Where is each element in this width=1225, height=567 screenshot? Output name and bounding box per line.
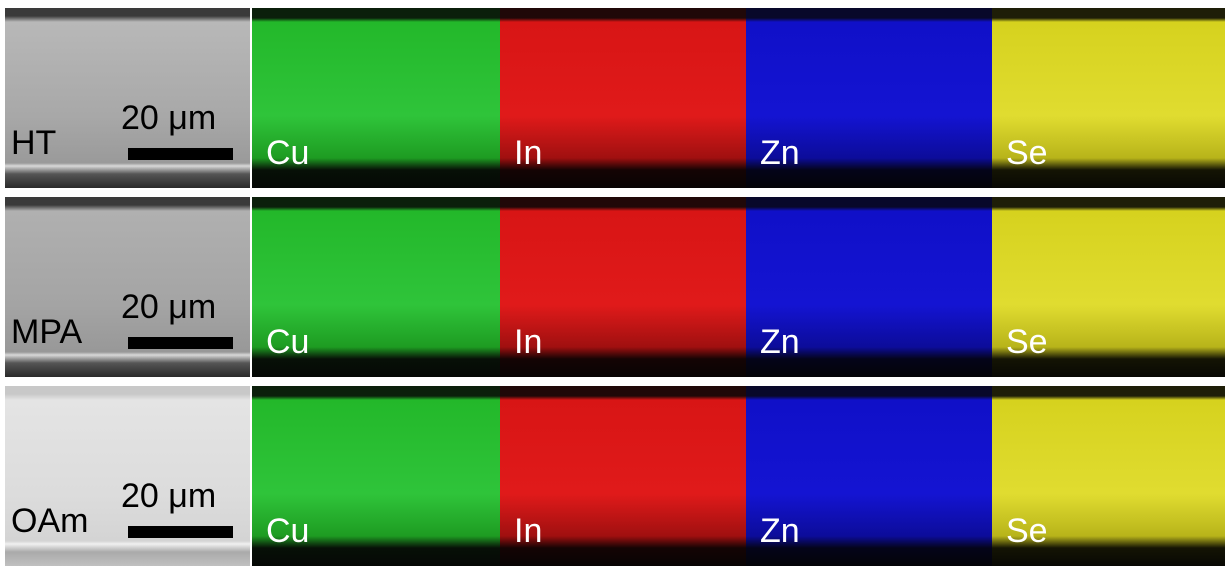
- sem-image: HT 20 μm: [5, 8, 250, 188]
- element-map: Se: [992, 8, 1225, 188]
- sem-image: OAm 20 μm: [5, 386, 250, 566]
- scale-bar-label: 20 μm: [121, 101, 216, 135]
- element-map: Zn: [746, 8, 992, 188]
- element-label: Cu: [266, 325, 309, 359]
- element-label: Zn: [760, 514, 800, 548]
- element-map: Zn: [746, 386, 992, 566]
- scale-bar: [128, 148, 233, 160]
- element-map: Se: [992, 197, 1225, 377]
- element-map: Se: [992, 386, 1225, 566]
- element-label: Se: [1006, 136, 1048, 170]
- scale-bar: [128, 337, 233, 349]
- scale-bar-label: 20 μm: [121, 290, 216, 324]
- sample-label: HT: [11, 126, 56, 160]
- sample-label: MPA: [11, 315, 82, 349]
- element-label: Cu: [266, 136, 309, 170]
- scale-bar: [128, 526, 233, 538]
- figure: HT 20 μm Cu In Zn Se MPA 20 μm Cu In Zn Se OAm 20 μm C…: [0, 0, 1225, 567]
- element-label: In: [514, 325, 542, 359]
- element-map: Cu: [252, 197, 500, 377]
- element-label: Zn: [760, 325, 800, 359]
- element-map: Cu: [252, 8, 500, 188]
- sample-label: OAm: [11, 504, 88, 538]
- element-label: Zn: [760, 136, 800, 170]
- element-map: In: [500, 8, 746, 188]
- element-label: Cu: [266, 514, 309, 548]
- element-label: Se: [1006, 325, 1048, 359]
- element-map: Cu: [252, 386, 500, 566]
- sem-image: MPA 20 μm: [5, 197, 250, 377]
- scale-bar-label: 20 μm: [121, 479, 216, 513]
- element-label: In: [514, 136, 542, 170]
- element-label: In: [514, 514, 542, 548]
- element-label: Se: [1006, 514, 1048, 548]
- element-map: In: [500, 386, 746, 566]
- element-map: Zn: [746, 197, 992, 377]
- element-map: In: [500, 197, 746, 377]
